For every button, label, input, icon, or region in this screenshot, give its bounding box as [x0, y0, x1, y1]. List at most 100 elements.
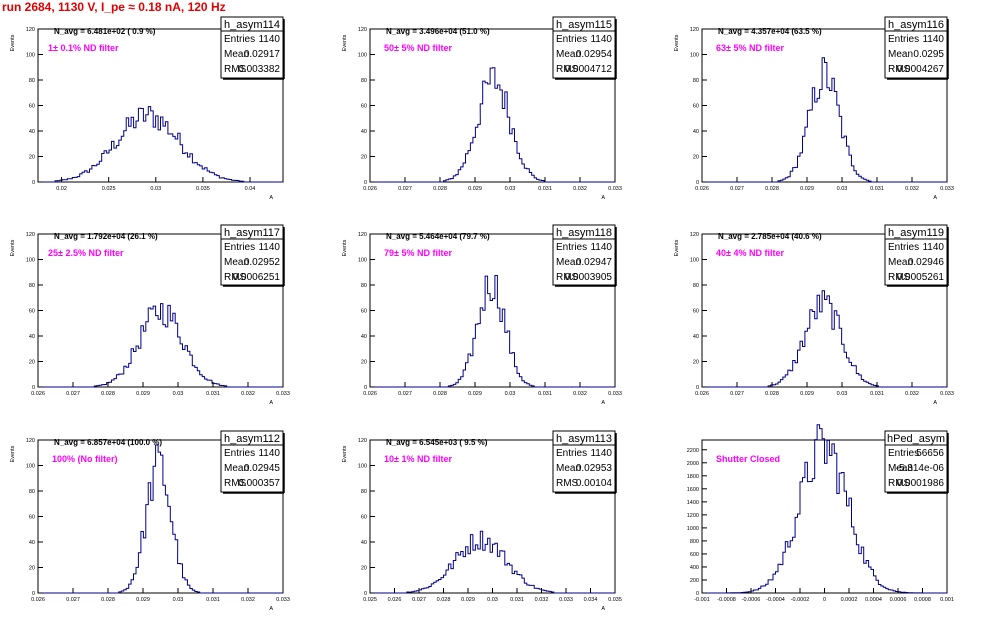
stats-value: 1140 — [590, 448, 612, 459]
x-tick-label: 0.025 — [363, 597, 377, 603]
stats-box — [884, 16, 948, 79]
x-axis-title: A — [601, 606, 605, 612]
x-tick-label: 0.031 — [538, 391, 552, 397]
y-tick-label: 0 — [32, 591, 35, 597]
stats-box — [552, 430, 616, 493]
x-tick-label: 0.029 — [468, 391, 482, 397]
y-tick-label: 60 — [29, 104, 35, 110]
histogram-panel-h_asym117: 0 20 40 60 80 100 120 0.026 0.027 0.028 0.029 0.03 0… — [10, 224, 290, 406]
x-tick-label: 0.029 — [800, 391, 814, 397]
stats-label: Entries — [888, 242, 919, 253]
y-tick-label: 80 — [361, 283, 367, 289]
y-tick-label: 40 — [29, 129, 35, 135]
y-tick-label: 1400 — [687, 500, 699, 506]
x-tick-label: 0.026 — [31, 391, 45, 397]
x-tick-label: 0.03 — [173, 391, 184, 397]
y-tick-label: 80 — [29, 489, 35, 495]
stats-label: RMS — [556, 478, 579, 489]
x-tick-label: 0.031 — [206, 597, 220, 603]
stats-value: 0.02954 — [576, 49, 613, 60]
histogram-panel-h_asym113: 0 20 40 60 80 100 120 0.025 0.026 0.027 0.028 0.029… — [342, 430, 622, 612]
y-tick-label: 100 — [358, 53, 367, 59]
y-axis-title: Events — [674, 239, 680, 256]
x-axis-title: A — [269, 400, 273, 406]
x-tick-label: 0.031 — [538, 186, 552, 192]
stats-value: 1140 — [590, 34, 612, 45]
y-tick-label: 40 — [361, 540, 367, 546]
x-tick-label: 0.033 — [940, 391, 954, 397]
x-tick-label: 0.028 — [101, 391, 115, 397]
x-tick-label: 0.027 — [398, 186, 412, 192]
y-tick-label: 100 — [26, 53, 35, 59]
stats-label: Mean — [556, 49, 581, 60]
y-tick-label: 0 — [364, 180, 367, 186]
n-avg-annotation: N_avg = 1.792e+04 (26.1 %) — [54, 232, 158, 241]
stats-value: 1140 — [590, 242, 612, 253]
histogram-panel-h_asym114: 0 20 40 60 80 100 120 0.02 0.025 0.03 0.035 0.04 Eve… — [10, 16, 285, 201]
x-tick-label: -0.0002 — [791, 597, 810, 603]
x-tick-label: 0.028 — [765, 186, 779, 192]
x-tick-label: 0.03 — [505, 391, 516, 397]
stats-value: 0.0006251 — [233, 272, 281, 283]
x-tick-label: 0.028 — [437, 597, 451, 603]
stats-value: 0.003382 — [238, 64, 280, 75]
y-tick-label: 80 — [693, 283, 699, 289]
stats-label: Mean — [556, 257, 581, 268]
stats-value: 1140 — [258, 448, 280, 459]
y-tick-label: 0 — [364, 385, 367, 391]
x-tick-label: 0.029 — [800, 186, 814, 192]
y-tick-label: 80 — [361, 489, 367, 495]
stats-label: RMS — [556, 64, 579, 75]
x-tick-label: -0.0008 — [717, 597, 736, 603]
x-tick-label: 0.028 — [765, 391, 779, 397]
stats-value: -5.314e-06 — [896, 463, 945, 474]
x-tick-label: 0.031 — [870, 186, 884, 192]
x-tick-label: 0.032 — [241, 391, 255, 397]
x-axis-title: A — [933, 400, 937, 406]
n-avg-annotation: N_avg = 3.496e+04 (51.0 %) — [386, 27, 490, 36]
y-tick-label: 20 — [29, 360, 35, 366]
filter-label: 40± 4% ND filter — [716, 248, 784, 258]
x-tick-label: 0.033 — [940, 186, 954, 192]
stats-value: 0.0004712 — [565, 64, 613, 75]
y-tick-label: 120 — [26, 232, 35, 238]
x-tick-label: 0.034 — [584, 597, 598, 603]
histogram-panel-h_asym118: 0 20 40 60 80 100 120 0.026 0.027 0.028 0.029 0.03 0… — [342, 224, 622, 406]
stats-label: Entries — [556, 448, 587, 459]
page-title: run 2684, 1130 V, I_pe ≈ 0.18 nA, 120 Hz — [2, 0, 226, 14]
y-tick-label: 120 — [26, 27, 35, 33]
y-tick-label: 60 — [361, 309, 367, 315]
x-tick-label: 0.029 — [136, 391, 150, 397]
histogram-line — [38, 106, 283, 183]
stats-value: 0.02946 — [908, 257, 945, 268]
y-axis-title: Events — [674, 34, 680, 51]
histogram-panel-h_asym112: 0 20 40 60 80 100 120 0.026 0.027 0.028 0.029 0.03 0… — [10, 430, 290, 612]
x-tick-label: 0.026 — [695, 186, 709, 192]
y-tick-label: 40 — [29, 334, 35, 340]
y-tick-label: 0 — [696, 591, 699, 597]
stats-value: 0.0001986 — [897, 478, 945, 489]
x-tick-label: -0.0006 — [742, 597, 761, 603]
histogram-panel-h_asym115: 0 20 40 60 80 100 120 0.026 0.027 0.028 0.029 0.03 0… — [342, 16, 622, 201]
x-tick-label: 0.027 — [66, 391, 80, 397]
filter-label: 25± 2.5% ND filter — [48, 248, 124, 258]
x-tick-label: 0.029 — [136, 597, 150, 603]
x-tick-label: 0.02 — [56, 186, 67, 192]
x-tick-label: 0.032 — [241, 597, 255, 603]
x-tick-label: -0.001 — [694, 597, 710, 603]
y-tick-label: 40 — [693, 129, 699, 135]
y-tick-label: 1600 — [687, 487, 699, 493]
histogram-name: h_asym119 — [888, 227, 944, 239]
stats-label: RMS — [224, 64, 247, 75]
histogram-line — [370, 67, 615, 183]
x-tick-label: 0.032 — [573, 391, 587, 397]
x-tick-label: 0.031 — [206, 391, 220, 397]
x-tick-label: 0.001 — [940, 597, 954, 603]
stats-label: Mean — [888, 463, 913, 474]
x-tick-label: 0.028 — [433, 391, 447, 397]
x-axis-title: A — [601, 400, 605, 406]
stats-label: Entries — [556, 242, 587, 253]
stats-label: Mean — [556, 463, 581, 474]
y-tick-label: 0 — [364, 591, 367, 597]
